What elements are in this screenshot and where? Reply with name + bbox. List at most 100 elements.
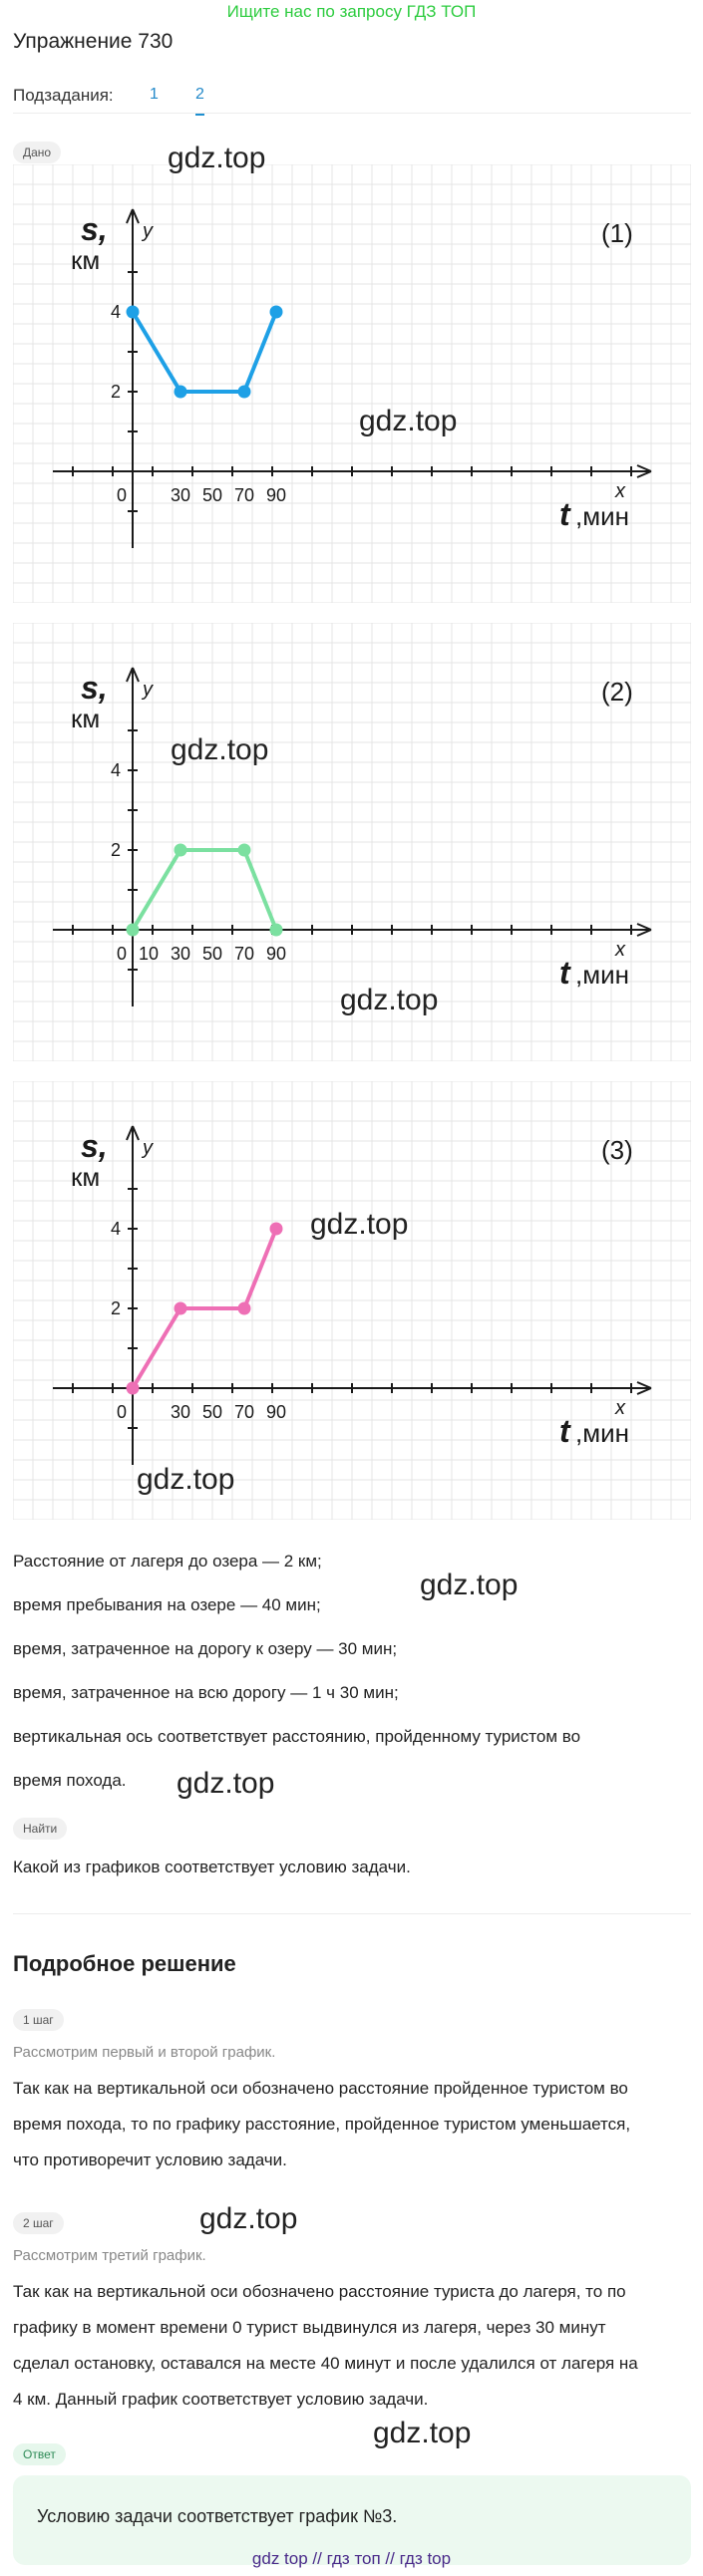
data-point [126,1381,140,1395]
y-axis-unit: км [71,245,100,275]
badge-find: Найти [13,1818,68,1840]
x-tick-label: 70 [234,1402,254,1422]
watermark: gdz.top [359,405,458,437]
data-point [269,305,283,319]
question: Какой из графиков соответствует условию … [13,1858,411,1876]
x-axis-letter: x [614,480,626,502]
page-title: Упражнение 730 [13,30,174,53]
x-tick-label: 70 [234,485,254,505]
x-axis-unit: ,мин [575,501,629,531]
x-axis-unit: ,мин [575,960,629,990]
x-axis-title: t [559,955,571,991]
x-tick-label: 0 [117,485,127,505]
data-point [174,1301,187,1315]
y-tick-label: 2 [111,840,121,860]
step-line: Так как на вертикальной оси обозначено р… [13,2282,626,2301]
data-point [237,843,251,857]
footer-links[interactable]: gdz top // гдз топ // гдз top [251,2549,452,2568]
data-point [126,923,140,937]
x-tick-label: 30 [171,944,190,964]
series-line [131,1228,278,1390]
graph-number: (1) [601,218,633,248]
step-2-text: Так как на вертикальной оси обозначено р… [13,2274,691,2418]
condition-line: время, затраченное на всю дорогу — 1 ч 3… [13,1683,399,1702]
data-point [237,385,251,399]
condition-line: время, затраченное на дорогу к озеру — 3… [13,1639,398,1658]
x-tick-label: 50 [202,485,222,505]
step-line: Так как на вертикальной оси обозначено р… [13,2079,628,2098]
y-axis-arrow [126,208,140,224]
y-tick-label: 2 [111,382,121,402]
y-axis-arrow [126,1125,140,1141]
watermark: gdz.top [176,1767,275,1800]
graph-2-svg: 0 10 30 50 70 90 2 4 s,км y x t ,мин (2) [13,623,691,1061]
y-axis-unit: км [71,704,100,733]
x-axis-unit: ,мин [575,1418,629,1448]
subtask-tab-2[interactable]: 2 [195,86,204,116]
y-axis-letter: y [141,679,154,701]
watermark: gdz.top [340,984,439,1016]
grid [13,1081,691,1520]
y-tick-label: 2 [111,1298,121,1318]
x-tick-label: 50 [202,1402,222,1422]
y-tick-label: 4 [111,1219,121,1239]
x-tick-label: 0 [117,944,127,964]
data-point [269,1222,283,1236]
condition-line: вертикальная ось соответствует расстояни… [13,1727,581,1746]
series-line [131,848,278,932]
condition-line: Расстояние от лагеря до озера — 2 км; [13,1552,322,1571]
x-tick-label: 30 [171,1402,190,1422]
grid [13,623,691,1061]
y-axis-title: s, [81,211,108,247]
y-tick-label: 4 [111,760,121,780]
answer-box [13,2475,691,2565]
answer-text: Условию задачи соответствует график №3. [37,2506,398,2526]
condition-line: время похода. [13,1771,127,1790]
graph-1-svg: 0 30 50 70 90 2 4 s,км y x t ,мин (1) [13,164,691,603]
data-point [237,1301,251,1315]
step-1-text: Так как на вертикальной оси обозначено р… [13,2071,691,2178]
step-line: сделал остановку, оставался на месте 40 … [13,2354,638,2373]
watermark: gdz.top [171,733,269,766]
step-line: 4 км. Данный график соответствует услови… [13,2390,429,2409]
data-point [174,385,187,399]
data-point [269,923,283,937]
series-line [131,310,278,394]
watermark: gdz.top [137,1463,235,1496]
x-axis-arrow [636,464,652,478]
x-tick-label: 70 [234,944,254,964]
y-axis-title: s, [81,1128,108,1164]
badge-given: Дано [13,142,62,163]
x-axis-arrow [636,1381,652,1395]
step-line: что противоречит условию задачи. [13,2150,287,2169]
step-1-subtitle: Рассмотрим первый и второй график. [13,2044,276,2061]
watermark: gdz.top [373,2417,472,2449]
subtask-tab-1[interactable]: 1 [150,86,159,103]
data-point [126,305,140,319]
graph-2: 0 10 30 50 70 90 2 4 s, км y x t ,мин (2) [13,623,691,1061]
watermark: gdz.top [168,142,266,174]
condition-line: время пребывания на озере — 40 мин; [13,1595,321,1614]
x-axis-arrow [636,923,652,937]
x-tick-label: 0 [117,1402,127,1422]
x-tick-label: 50 [202,944,222,964]
y-tick-label: 4 [111,302,121,322]
x-axis-title: t [559,1413,571,1449]
graph-1: 0 30 50 70 90 2 4 s, км y x t ,мин (1) [13,164,691,603]
x-tick-label: 30 [171,485,190,505]
y-axis-arrow [126,667,140,683]
x-axis-letter: x [614,1397,626,1419]
y-axis-title: s, [81,670,108,706]
badge-step-1: 1 шаг [13,2009,64,2031]
graph-3-svg: 0 30 50 70 90 2 4 s,км y x t ,мин (3) [13,1081,691,1520]
graph-number: (2) [601,677,633,707]
subtasks-label: Подзадания: [13,86,114,105]
badge-step-2: 2 шаг [13,2212,64,2234]
x-axis-letter: x [614,939,626,961]
x-axis-title: t [559,496,571,532]
x-tick-label: 90 [266,944,286,964]
graph-3: 0 30 50 70 90 2 4 s, км y x t ,мин (3) [13,1081,691,1520]
search-hint-link[interactable]: Ищите нас по запросу ГДЗ ТОП [226,2,477,21]
conditions: Расстояние от лагеря до озера — 2 км; вр… [13,1540,691,1803]
y-axis-letter: y [141,220,154,242]
